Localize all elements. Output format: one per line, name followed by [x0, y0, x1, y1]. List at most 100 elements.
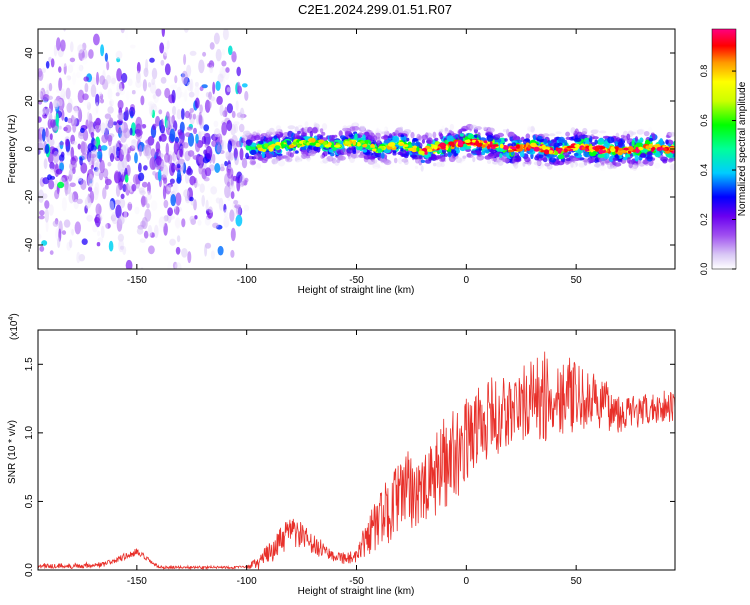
- spectrogram-cell: [116, 81, 123, 95]
- spectrogram-cell: [39, 210, 45, 216]
- spectrogram-cell: [187, 81, 193, 92]
- spectrogram-cell: [217, 73, 224, 83]
- spectrogram-cell: [107, 106, 114, 114]
- spectrogram-cell: [180, 108, 185, 120]
- spectrogram-cell: [71, 160, 78, 169]
- spectrogram-cell: [244, 177, 249, 183]
- spectrogram-cell: [134, 206, 140, 215]
- spectrogram-cell: [199, 183, 205, 193]
- spectrogram-cell: [213, 120, 219, 128]
- spectrogram-cell: [239, 174, 245, 188]
- spectrogram-cell: [362, 134, 366, 141]
- spectrogram-cell: [631, 126, 638, 132]
- spectrogram-cell: [71, 229, 75, 236]
- spectrogram-cell: [322, 158, 329, 164]
- spectrogram-cell: [194, 140, 201, 153]
- spectrogram-cell: [218, 197, 224, 211]
- spectrogram-cell: [648, 137, 654, 142]
- spectrogram-cell: [435, 155, 442, 159]
- spectrogram-cell: [48, 179, 55, 190]
- spectrogram-ridge-cell: [288, 144, 295, 149]
- spectrogram-cell: [131, 183, 137, 192]
- spectrogram-cell: [530, 125, 535, 133]
- spectrogram-cell: [576, 131, 583, 137]
- spectrogram-cell: [230, 185, 235, 191]
- spectrogram-cell: [136, 70, 141, 84]
- spectrogram-cell: [260, 167, 265, 171]
- spectrogram-cell: [121, 72, 128, 83]
- snr-x-tick-label: 50: [571, 576, 583, 587]
- spectrogram-ridge-cell: [574, 144, 580, 148]
- spectrogram-cell: [421, 138, 425, 144]
- spectrogram-cell: [383, 159, 392, 166]
- spectrogram-cell: [183, 29, 189, 33]
- spectrogram-cell: [185, 173, 190, 184]
- spectrogram-cell: [364, 124, 371, 129]
- spectrogram-cell: [642, 166, 648, 172]
- spectrogram-cell: [403, 129, 412, 134]
- spectrogram-cell: [215, 80, 221, 91]
- spectrogram-cell: [189, 78, 194, 93]
- spectrogram-cell: [231, 51, 237, 63]
- spectrogram-cell: [141, 195, 146, 208]
- spectrogram-cell: [100, 98, 104, 104]
- spectrogram-cell: [96, 242, 101, 247]
- spectrogram-cell: [149, 57, 155, 63]
- spectrogram-cell: [626, 157, 631, 164]
- spectrogram-cell: [77, 44, 84, 54]
- spectrogram-cell: [127, 201, 133, 211]
- spectrogram-cell: [665, 139, 669, 145]
- spectrogram-cell: [662, 158, 668, 164]
- spectrogram-cell: [52, 150, 60, 164]
- spectrogram-cell: [45, 61, 50, 69]
- spectrogram-cell: [578, 162, 586, 168]
- spectrogram-cell: [117, 128, 122, 135]
- spectrogram-cell: [68, 169, 74, 181]
- spectrogram-cell: [84, 82, 89, 93]
- spectrogram-cell: [136, 227, 144, 235]
- spectrogram-cell: [337, 154, 345, 161]
- spectrogram-cell: [208, 101, 212, 109]
- spectrogram-cell: [169, 238, 176, 246]
- spectrogram-cell: [172, 261, 178, 269]
- spectrogram-cell: [115, 184, 121, 197]
- spectrogram-cell: [38, 215, 45, 220]
- spectrogram-cell: [557, 154, 565, 160]
- spectrogram-cell: [549, 157, 557, 163]
- spectrogram-cell: [295, 150, 299, 154]
- spectrogram-cell: [116, 119, 124, 125]
- spectrogram-cell: [273, 135, 278, 140]
- spectrogram-cell: [418, 135, 422, 141]
- spectrogram-cell: [363, 154, 371, 160]
- spectrogram-ridge-cell: [310, 137, 316, 143]
- spectrogram-cell: [93, 186, 99, 201]
- spectrogram-cell: [312, 127, 318, 134]
- spectrogram-cell: [481, 151, 486, 156]
- spectrogram-cell: [488, 127, 495, 133]
- spectrogram-cell: [111, 96, 116, 106]
- spectrogram-cell: [476, 164, 482, 169]
- spectrogram-cell: [208, 206, 213, 214]
- spectrogram-cell: [493, 152, 501, 158]
- spectrogram-cell: [163, 46, 169, 57]
- spectrogram-cell: [515, 173, 524, 178]
- spectrogram-cell: [39, 140, 44, 150]
- spectrogram-cell: [95, 203, 102, 216]
- spectrogram-cell: [368, 121, 373, 124]
- spectrogram-cell: [200, 93, 204, 99]
- spectrogram-cell: [244, 13, 247, 19]
- spectrogram-cell: [474, 134, 478, 138]
- spectrogram-cell: [203, 133, 211, 137]
- spectrogram-cell: [104, 176, 109, 185]
- spectrogram-cell: [224, 160, 228, 167]
- spectrogram-cell: [433, 162, 437, 167]
- spectrogram-cell: [479, 116, 488, 122]
- spectrogram-cell: [52, 220, 59, 227]
- spectrogram-cell: [622, 156, 628, 161]
- spectrogram-cell: [319, 128, 324, 133]
- spectrogram-ridge-cell: [298, 140, 304, 144]
- spectrogram-cell: [440, 162, 445, 168]
- spectrogram-cell: [78, 131, 85, 140]
- spectrogram-ridge-cell: [559, 148, 563, 151]
